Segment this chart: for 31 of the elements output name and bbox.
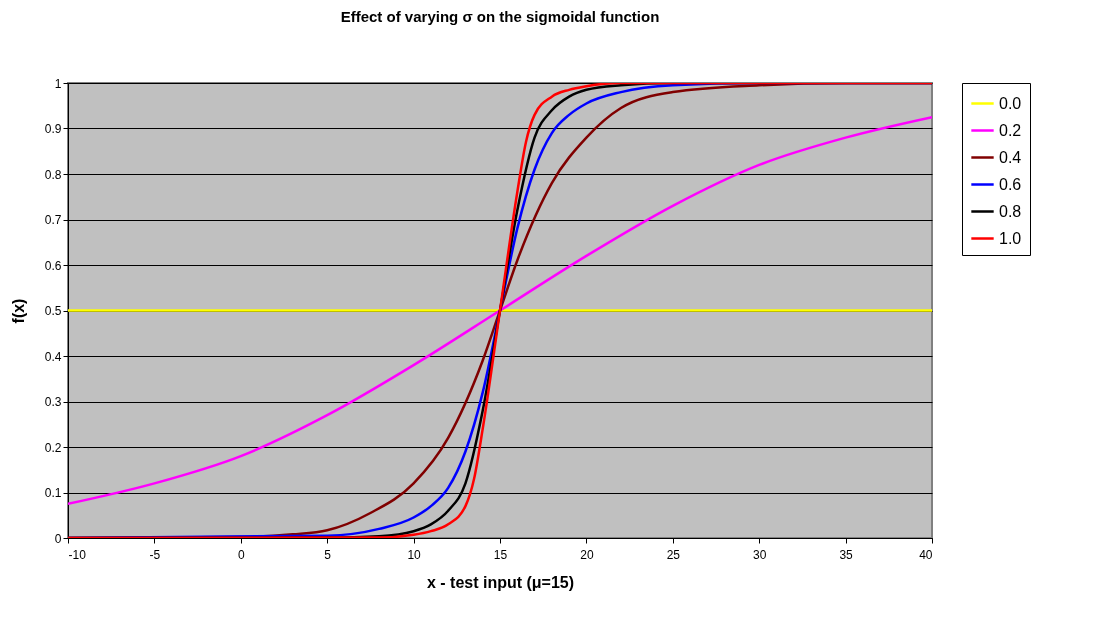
x-tick-label: 40	[919, 547, 933, 562]
legend-label: 1.0	[999, 229, 1022, 247]
chart-title: Effect of varying σ on the sigmoidal function	[340, 8, 660, 25]
legend-label: 0.0	[999, 94, 1022, 112]
y-axis-title: f(x)	[9, 298, 27, 324]
x-tick-label: 30	[753, 547, 767, 562]
y-tick-label: 0.4	[44, 349, 62, 364]
y-tick-label: 0	[54, 531, 62, 546]
legend-label: 0.2	[999, 121, 1022, 139]
y-tick-label: 0.5	[44, 304, 62, 318]
x-tick-label: 5	[324, 547, 332, 562]
y-tick-label: 0.7	[44, 213, 62, 227]
x-tick-label: -5	[149, 547, 161, 562]
y-tick-label: 0.2	[44, 440, 62, 455]
x-tick-label: 20	[580, 547, 594, 562]
x-tick-label: 15	[493, 547, 508, 562]
x-tick-label: 10	[407, 547, 422, 562]
x-tick-label: 0	[237, 547, 245, 562]
legend-label: 0.4	[999, 148, 1022, 166]
y-tick-label: 0.1	[44, 486, 62, 500]
y-tick-label: 0.6	[44, 258, 62, 273]
y-tick-label: 0.3	[44, 395, 62, 409]
y-tick-label: 1	[54, 76, 62, 91]
legend-label: 0.6	[999, 175, 1022, 193]
legend-label: 0.8	[999, 202, 1022, 220]
x-tick-label: 35	[839, 547, 854, 562]
y-tick-label: 0.9	[44, 122, 62, 136]
y-tick-label: 0.8	[44, 167, 62, 182]
x-tick-label: 25	[666, 547, 681, 562]
x-axis-title: x - test input (μ=15)	[426, 573, 575, 591]
x-tick-label: -10	[68, 547, 87, 562]
